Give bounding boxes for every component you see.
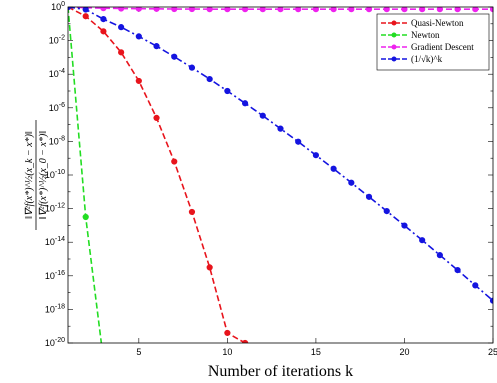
series-line <box>68 7 246 343</box>
data-point <box>295 138 302 145</box>
y-tick-label: 10-20 <box>45 337 65 348</box>
data-point <box>82 13 89 20</box>
data-point <box>383 208 390 215</box>
tick-labels: 100 10-2 10-4 10-6 10-8 10-10 10-12 10-14 10-16 1… <box>45 1 497 357</box>
data-point <box>241 7 249 13</box>
legend-label: Gradient Descent <box>411 42 474 52</box>
data-point <box>153 43 160 50</box>
data-point <box>82 213 89 221</box>
y-tick-label: 10-16 <box>45 270 65 281</box>
data-point <box>188 64 196 71</box>
data-point <box>171 7 178 13</box>
x-tick-label: 15 <box>311 347 321 357</box>
data-point <box>224 7 231 13</box>
legend-item: Gradient Descent <box>381 42 474 52</box>
legend-marker <box>391 20 397 26</box>
data-point <box>118 24 125 31</box>
data-point <box>401 7 408 13</box>
series-3 <box>68 7 493 304</box>
data-point <box>454 7 461 13</box>
legend-marker <box>391 56 397 62</box>
data-point <box>206 75 213 83</box>
x-tick-label: 5 <box>136 347 141 357</box>
data-point <box>100 28 107 35</box>
series-1 <box>68 7 106 362</box>
y-axis-label: ‖∇²f(x*)^½(x_k − x*)‖ ‖∇²f(x*)^½(x_0 − x*… <box>24 120 49 230</box>
data-point <box>312 152 320 159</box>
data-point <box>312 7 320 13</box>
x-tick-label: 10 <box>222 347 232 357</box>
data-point <box>348 7 355 13</box>
data-point <box>224 87 231 95</box>
data-point <box>82 7 89 13</box>
legend-marker <box>391 32 397 38</box>
data-point <box>118 7 125 12</box>
data-point <box>277 7 284 13</box>
legend-marker <box>391 44 397 50</box>
data-point <box>472 7 479 13</box>
legend: Quasi-Newton Newton Gradient Descent (1/√k)… <box>376 13 490 71</box>
y-tick-label: 10-8 <box>49 135 65 146</box>
y-tick-label: 10-12 <box>45 203 65 214</box>
data-point <box>383 7 390 13</box>
y-tick-label: 10-14 <box>45 236 65 247</box>
series-layer <box>68 7 493 362</box>
data-point <box>135 33 142 40</box>
x-axis-label: Number of iterations k <box>208 363 353 380</box>
data-point <box>206 7 213 13</box>
data-point <box>436 7 443 13</box>
data-point <box>241 100 249 107</box>
data-point <box>153 7 160 12</box>
data-point <box>101 357 106 362</box>
series-2 <box>68 7 493 13</box>
y-tick-label: 100 <box>51 1 65 12</box>
data-point <box>436 252 443 259</box>
series-line <box>68 7 103 343</box>
data-point <box>419 7 426 13</box>
x-tick-label: 25 <box>488 347 497 357</box>
data-point <box>472 282 479 289</box>
data-point <box>401 222 408 229</box>
data-point <box>259 7 266 13</box>
data-point <box>224 329 231 337</box>
plot-frame <box>67 6 494 344</box>
y-tick-label: 10-18 <box>45 303 65 314</box>
y-tick-label: 10-4 <box>49 68 65 79</box>
data-point <box>348 179 355 186</box>
data-point <box>135 77 142 85</box>
data-point <box>330 165 337 172</box>
y-tick-label: 10-2 <box>49 35 65 46</box>
data-point <box>295 7 302 13</box>
series-0 <box>68 7 249 343</box>
data-point <box>118 49 125 56</box>
data-point <box>454 266 461 274</box>
x-tick-label: 20 <box>399 347 409 357</box>
data-point <box>100 7 107 12</box>
data-point <box>153 114 160 121</box>
data-point <box>259 112 266 119</box>
legend-item: (1/√k)^k <box>381 54 443 64</box>
legend-item: Quasi-Newton <box>381 18 464 28</box>
data-point <box>330 7 337 13</box>
legend-label: (1/√k)^k <box>411 54 443 64</box>
legend-label: Quasi-Newton <box>411 18 464 28</box>
data-point <box>171 158 178 165</box>
data-point <box>188 208 196 216</box>
y-label-denominator: ‖∇²f(x*)^½(x_0 − x*)‖ <box>38 131 49 219</box>
data-point <box>188 7 196 13</box>
legend-item: Newton <box>381 30 440 40</box>
data-point <box>135 7 142 12</box>
data-point <box>206 264 213 271</box>
data-point <box>365 7 373 13</box>
y-label-numerator: ‖∇²f(x*)^½(x_k − x*)‖ <box>24 131 35 219</box>
legend-label: Newton <box>411 30 440 40</box>
data-point <box>365 193 373 200</box>
y-tick-label: 10-6 <box>49 102 65 113</box>
y-tick-label: 10-10 <box>45 169 65 180</box>
data-point <box>419 237 426 244</box>
data-point <box>277 125 284 132</box>
data-point <box>100 15 107 23</box>
data-point <box>171 53 178 60</box>
